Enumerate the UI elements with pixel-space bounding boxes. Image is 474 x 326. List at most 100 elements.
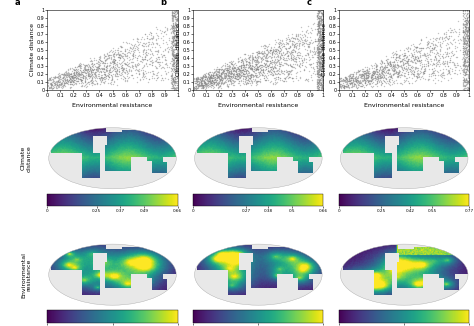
Point: [160, 29, 167, 34]
Point: [210, 80, 217, 85]
Point: [365, 65, 373, 70]
Point: [277, 56, 285, 61]
Point: [317, 16, 324, 21]
Point: [410, 72, 418, 77]
Point: [419, 65, 426, 70]
Point: [462, 47, 470, 52]
Point: [75, 64, 83, 69]
Point: [113, 67, 121, 72]
Point: [100, 52, 108, 57]
Point: [76, 60, 84, 65]
Point: [154, 50, 162, 55]
Point: [75, 73, 82, 79]
Point: [268, 54, 276, 59]
Point: [461, 85, 468, 90]
Point: [173, 17, 181, 22]
Point: [318, 30, 326, 36]
Point: [221, 75, 229, 81]
Point: [272, 80, 280, 85]
Point: [465, 36, 473, 41]
Point: [71, 80, 78, 85]
Point: [155, 74, 162, 79]
Point: [318, 45, 325, 51]
Point: [169, 35, 176, 40]
Point: [319, 76, 327, 82]
Point: [249, 72, 257, 77]
Point: [421, 53, 428, 58]
Point: [211, 74, 219, 80]
Point: [206, 74, 214, 79]
Point: [395, 69, 402, 74]
Point: [235, 74, 243, 79]
Point: [228, 66, 235, 71]
Point: [274, 53, 282, 58]
Point: [267, 60, 275, 65]
Point: [152, 49, 159, 54]
Point: [128, 46, 136, 52]
Point: [436, 47, 444, 52]
Point: [255, 66, 262, 71]
Point: [386, 73, 394, 79]
Point: [465, 77, 473, 82]
Point: [75, 67, 82, 72]
Point: [273, 68, 281, 73]
Point: [380, 75, 387, 80]
Point: [228, 80, 236, 85]
Point: [142, 52, 150, 57]
Point: [57, 77, 65, 82]
Point: [463, 8, 471, 13]
Point: [106, 68, 113, 73]
Point: [172, 33, 180, 38]
Point: [461, 50, 469, 55]
Point: [289, 41, 296, 46]
Point: [76, 67, 84, 72]
Point: [442, 53, 449, 58]
Point: [405, 52, 413, 58]
Point: [250, 74, 258, 79]
Point: [253, 59, 260, 64]
Point: [257, 49, 265, 54]
Point: [424, 63, 431, 68]
Point: [317, 18, 324, 23]
Point: [364, 72, 371, 78]
Point: [225, 75, 232, 81]
Point: [361, 68, 369, 73]
Point: [348, 75, 356, 80]
Point: [315, 46, 322, 52]
Point: [167, 40, 175, 45]
Point: [459, 72, 467, 77]
Point: [373, 69, 381, 74]
Point: [167, 73, 175, 78]
Point: [164, 49, 172, 54]
Point: [313, 65, 321, 70]
Point: [379, 67, 386, 72]
Point: [319, 19, 327, 24]
Point: [270, 66, 277, 71]
Point: [84, 67, 92, 72]
Point: [207, 82, 214, 87]
Point: [235, 67, 243, 73]
Point: [465, 56, 472, 62]
Point: [319, 54, 327, 59]
Point: [412, 65, 419, 70]
Point: [319, 56, 327, 61]
Point: [197, 78, 205, 83]
Point: [462, 19, 469, 24]
Point: [153, 59, 160, 64]
Point: [221, 63, 229, 68]
Point: [363, 82, 370, 88]
Point: [315, 16, 322, 21]
Point: [93, 65, 101, 70]
Point: [86, 74, 94, 79]
Point: [398, 72, 406, 78]
Point: [463, 76, 470, 81]
Point: [268, 66, 275, 71]
Point: [270, 65, 277, 70]
Point: [149, 72, 157, 77]
Point: [459, 30, 466, 35]
Point: [248, 55, 256, 61]
Point: [284, 53, 292, 58]
Point: [400, 77, 408, 82]
Point: [367, 75, 374, 80]
Point: [117, 64, 125, 69]
